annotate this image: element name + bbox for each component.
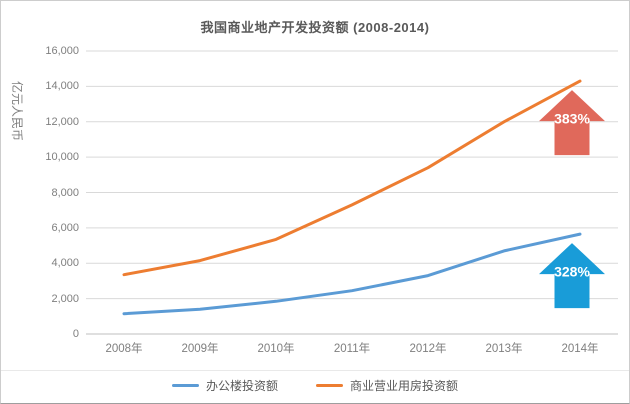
y-tick-label: 0 (72, 328, 79, 340)
x-tick-label: 2009年 (181, 343, 219, 355)
chart-title: 我国商业地产开发投资额 (2008-2014) (200, 20, 430, 35)
y-tick-label: 2,000 (51, 292, 79, 305)
x-tick-label: 2012年 (409, 343, 447, 355)
legend-item: 办公楼投资额 (171, 377, 278, 394)
legend-label: 商业营业用房投资额 (350, 379, 459, 393)
series-line-0 (122, 232, 582, 316)
x-tick-label: 2011年 (333, 343, 371, 355)
growth-arrow-label: 383% (554, 111, 590, 127)
growth-arrow-up-icon (539, 243, 605, 309)
y-tick-label: 4,000 (51, 257, 79, 270)
y-tick-label: 10,000 (45, 151, 79, 164)
growth-arrow-up-icon (539, 90, 605, 156)
legend-line-swatch-icon (171, 384, 199, 387)
x-tick-label: 2014年 (561, 343, 599, 355)
legend-label: 办公楼投资额 (205, 379, 278, 393)
growth-arrow-label: 328% (554, 264, 590, 280)
axis-separator-line (1, 370, 629, 371)
legend: 办公楼投资额 商业营业用房投资额 (1, 377, 629, 394)
legend-line-swatch-icon (316, 384, 343, 387)
y-tick-label: 16,000 (45, 45, 79, 57)
y-tick-label: 6,000 (51, 221, 79, 234)
x-tick-label: 2010年 (257, 343, 295, 355)
legend-item: 商业营业用房投资额 (316, 377, 458, 394)
y-tick-label: 14,000 (45, 80, 79, 93)
y-tick-label: 12,000 (45, 115, 79, 128)
series-line-1 (122, 79, 582, 277)
y-tick-label: 8,000 (51, 186, 79, 199)
x-tick-label: 2008年 (105, 343, 143, 355)
x-tick-label: 2013年 (485, 343, 523, 355)
